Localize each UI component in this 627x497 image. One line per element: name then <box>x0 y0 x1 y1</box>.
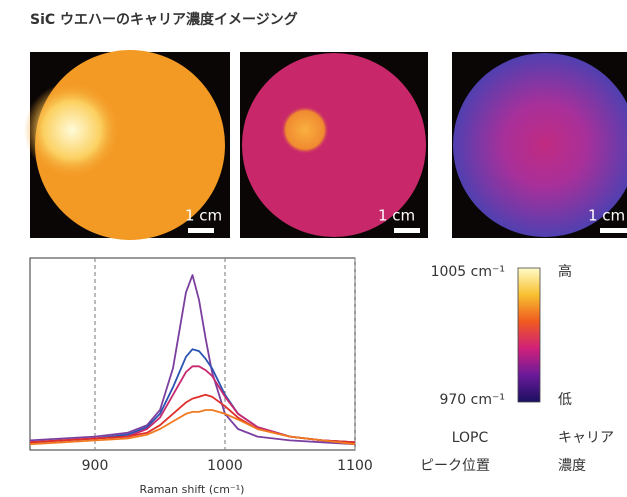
caption: LOPC <box>452 430 489 446</box>
colorbar-low-label: 低 <box>558 392 572 408</box>
caption: ピーク位置 <box>420 458 490 474</box>
caption: 濃度 <box>558 458 586 474</box>
wafer-image: 1 cm <box>452 52 627 238</box>
scale-label: 1 cm <box>588 207 625 225</box>
spectrum-line <box>30 275 355 444</box>
colorbar-high-label: 高 <box>558 263 572 280</box>
x-axis-label: Raman shift (cm⁻¹) <box>140 483 245 496</box>
figure: SiC ウエハーのキャリア濃度イメージング 1 cm 1 cm 1 cm 100… <box>0 0 627 497</box>
spectrum-line <box>30 395 355 443</box>
caption: キャリア <box>558 430 614 446</box>
scale-label: 1 cm <box>185 207 222 225</box>
colorbar-bottom-label: 970 cm⁻¹ <box>439 392 505 408</box>
plot-frame <box>30 258 355 450</box>
x-tick-label: 1000 <box>207 458 243 474</box>
spectrum-line <box>30 366 355 442</box>
scale-label: 1 cm <box>378 207 415 225</box>
x-tick-label: 900 <box>82 458 109 474</box>
figure-title: SiC ウエハーのキャリア濃度イメージング <box>30 11 298 28</box>
spectrum-line <box>30 349 355 442</box>
x-tick-label: 1100 <box>337 458 373 474</box>
colorbar <box>518 268 540 402</box>
wafer-image: 1 cm <box>240 52 428 238</box>
colorbar-top-label: 1005 cm⁻¹ <box>431 264 505 280</box>
wafer-image: 1 cm <box>24 50 230 240</box>
